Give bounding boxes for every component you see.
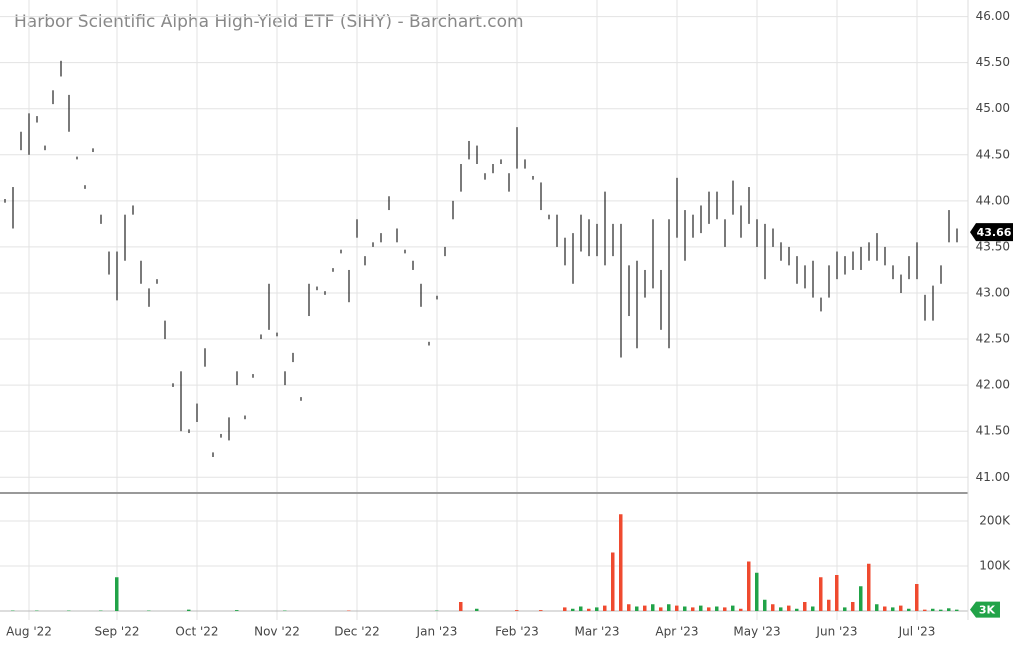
volume-bar <box>475 608 479 611</box>
volume-bar <box>851 602 855 611</box>
y-tick-label: 46.00 <box>976 9 1010 23</box>
volume-bar <box>539 610 543 611</box>
x-tick-label: Oct '22 <box>175 625 218 639</box>
volume-bar <box>779 607 783 611</box>
volume-bar <box>659 607 663 611</box>
volume-bar <box>115 577 119 611</box>
y-tick-label: 41.00 <box>976 470 1010 484</box>
volume-bar <box>811 606 815 611</box>
x-tick-label: Jul '23 <box>898 625 936 639</box>
volume-bar <box>907 608 911 611</box>
price-badge <box>970 223 1013 242</box>
volume-bar <box>899 605 903 611</box>
x-tick-label: Sep '22 <box>95 625 140 639</box>
x-tick-label: Aug '22 <box>6 625 52 639</box>
x-tick-label: Nov '22 <box>254 625 300 639</box>
volume-bar <box>827 599 831 611</box>
grid <box>0 0 968 620</box>
volume-bar <box>619 514 623 611</box>
volume-bar <box>787 605 791 611</box>
volume-bar <box>587 608 591 611</box>
volume-bar <box>715 606 719 611</box>
volume-bar <box>859 586 863 611</box>
y-tick-label: 44.00 <box>976 193 1010 207</box>
volume-bar <box>603 605 607 611</box>
x-tick-label: May '23 <box>733 625 780 639</box>
volume-bar <box>843 607 847 611</box>
y-tick-label: 41.50 <box>976 424 1010 438</box>
chart-title: Harbor Scientific Alpha High-Yield ETF (… <box>14 12 524 32</box>
volume-bar <box>867 563 871 611</box>
volume-bar <box>707 607 711 611</box>
y-tick-label: 42.00 <box>976 378 1010 392</box>
volume-bar <box>875 604 879 611</box>
volume-bar <box>683 606 687 611</box>
x-tick-label: Jan '23 <box>416 625 458 639</box>
volume-bar <box>915 584 919 611</box>
volume-bar <box>667 604 671 611</box>
y-tick-label: 42.50 <box>976 332 1010 346</box>
volume-bar <box>515 610 519 611</box>
volume-bar <box>635 606 639 611</box>
y-tick-label: 45.50 <box>976 55 1010 69</box>
x-tick-label: Mar '23 <box>574 625 619 639</box>
volume-bar <box>755 572 759 611</box>
volume-bar <box>571 608 575 611</box>
x-tick-label: Apr '23 <box>655 625 698 639</box>
y-tick-label: 200K <box>979 514 1011 528</box>
y-tick-label: 45.00 <box>976 101 1010 115</box>
volume-bar <box>891 607 895 611</box>
volume-bar <box>771 604 775 611</box>
volume-badge-label: 3K <box>979 604 996 617</box>
volume-bar <box>803 602 807 611</box>
volume-bar <box>459 602 463 611</box>
volume-bar <box>563 607 567 611</box>
volume-bar <box>235 610 239 611</box>
volume-bar <box>611 552 615 611</box>
y-tick-label: 44.50 <box>976 147 1010 161</box>
volume-bar <box>723 607 727 611</box>
x-tick-label: Jun '23 <box>815 625 857 639</box>
y-tick-label: 43.50 <box>976 239 1010 253</box>
volume-bar <box>747 561 751 611</box>
volume-bar <box>187 609 191 611</box>
volume-bar <box>595 607 599 611</box>
volume-bar <box>691 607 695 611</box>
volume-bar <box>699 605 703 611</box>
volume-bar <box>627 604 631 611</box>
volume-bar <box>795 608 799 611</box>
x-tick-label: Dec '22 <box>334 625 380 639</box>
volume-bar <box>643 605 647 611</box>
volume-bar <box>939 609 943 611</box>
volume-bar <box>835 575 839 611</box>
volume-bar <box>675 605 679 611</box>
volume-bar <box>923 609 927 611</box>
y-tick-label: 100K <box>979 559 1011 573</box>
volume-bar <box>883 606 887 611</box>
y-tick-label: 43.00 <box>976 285 1010 299</box>
volume-bar <box>819 577 823 611</box>
volume-bar <box>739 608 743 611</box>
price-badge-label: 43.66 <box>977 226 1012 239</box>
x-tick-label: Feb '23 <box>495 625 539 639</box>
volume-bar <box>931 608 935 611</box>
volume-bar <box>651 604 655 611</box>
volume-bar <box>731 605 735 611</box>
volume-bar <box>579 606 583 611</box>
volume-bar <box>947 608 951 611</box>
volume-badge <box>970 601 1000 618</box>
volume-bar <box>763 599 767 611</box>
volume-bar <box>955 609 959 611</box>
